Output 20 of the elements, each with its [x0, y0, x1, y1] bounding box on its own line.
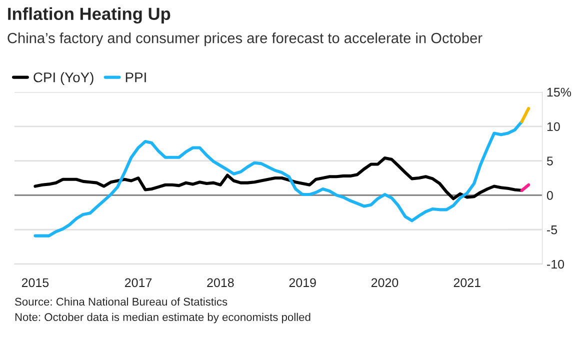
y-tick-label: 0	[546, 191, 553, 200]
x-tick-label: 2018	[207, 278, 234, 288]
chart-subtitle: China’s factory and consumer prices are forecast to accelerate in October	[8, 32, 482, 46]
legend-label: PPI	[126, 72, 146, 82]
chart-title: Inflation Heating Up	[8, 7, 170, 24]
y-tick-label: 5	[546, 156, 553, 166]
x-tick-label: 2017	[125, 278, 152, 288]
y-tick-label: -10	[547, 260, 564, 269]
legend-label: CPI (YoY)	[34, 72, 94, 86]
line-series	[34, 120, 524, 238]
line-series	[34, 156, 524, 200]
x-tick-label: 2020	[371, 278, 398, 288]
y-tick-label: -5	[547, 226, 558, 234]
x-tick-label: 2019	[289, 278, 316, 288]
x-tick-label: 2015	[22, 278, 49, 288]
y-tick-label: 15%	[547, 88, 572, 97]
y-tick-label: 10	[547, 122, 560, 132]
x-tick-label: 2021	[454, 278, 480, 288]
source-note: Source: China National Bureau of Statistics	[15, 297, 228, 306]
text: Note: October data is median estimate by economists polled	[15, 312, 310, 324]
